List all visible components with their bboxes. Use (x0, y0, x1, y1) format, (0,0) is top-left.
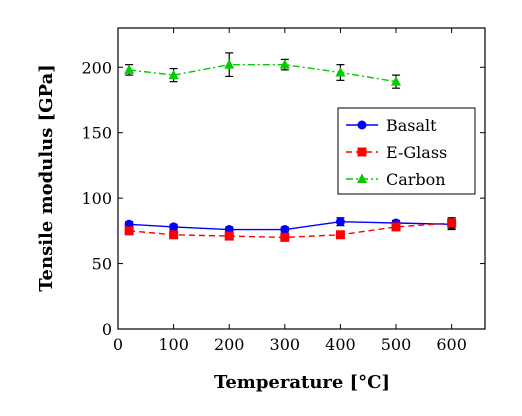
legend-marker-carbon (357, 173, 367, 183)
y-axis-ticks: 0 50 100 150 200 (81, 58, 485, 339)
data-point-e-glass (280, 232, 290, 242)
legend-marker-basalt (357, 120, 367, 130)
data-point-e-glass (447, 218, 457, 228)
y-tick-label: 200 (81, 58, 112, 77)
plot-frame (117, 27, 486, 330)
data-point-e-glass (335, 230, 345, 240)
series-layer (124, 52, 457, 242)
data-point-carbon (391, 76, 402, 86)
data-point-carbon (168, 69, 179, 80)
y-tick-label: 150 (81, 124, 112, 143)
x-tick-label: 500 (381, 335, 412, 354)
y-tick-label: 0 (102, 320, 112, 339)
legend-label-carbon: Carbon (386, 170, 446, 189)
x-tick-label: 100 (158, 335, 189, 354)
series-e-glass (124, 217, 457, 242)
legend: Basalt E-Glass Carbon (337, 107, 476, 195)
data-point-carbon (279, 59, 290, 69)
data-point-carbon (335, 66, 346, 77)
data-point-basalt (169, 222, 179, 232)
y-tick-label: 50 (92, 255, 112, 274)
legend-label-e-glass: E-Glass (386, 143, 447, 162)
data-point-e-glass (224, 231, 234, 241)
series-carbon (124, 52, 402, 89)
data-point-carbon (124, 64, 135, 74)
x-axis-ticks: 0 100 200 300 400 500 600 (113, 28, 467, 354)
data-point-e-glass (391, 222, 401, 232)
y-tick-label: 100 (81, 189, 112, 208)
x-tick-label: 0 (113, 335, 123, 354)
x-tick-label: 200 (214, 335, 245, 354)
x-axis-label: Temperature [°C] (214, 372, 390, 393)
data-point-carbon (224, 59, 235, 69)
data-point-e-glass (169, 230, 179, 240)
x-tick-label: 400 (325, 335, 356, 354)
x-tick-label: 600 (436, 335, 467, 354)
data-point-e-glass (124, 226, 134, 236)
legend-label-basalt: Basalt (386, 116, 437, 135)
data-point-basalt (280, 225, 290, 235)
data-point-basalt (335, 217, 345, 227)
x-tick-label: 300 (270, 335, 301, 354)
y-axis-label: Tensile modulus [GPa] (36, 64, 57, 292)
legend-marker-e-glass (357, 147, 367, 157)
